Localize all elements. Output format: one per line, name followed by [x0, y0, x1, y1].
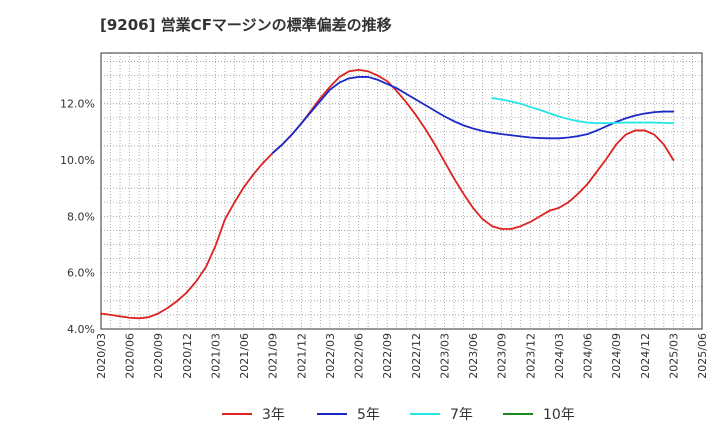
x-tick-label: 2022/06 [353, 333, 366, 379]
x-tick-label: 2024/09 [610, 333, 623, 379]
x-tick-label: 2023/12 [524, 333, 537, 379]
x-tick-label: 2020/06 [124, 333, 137, 379]
series-line-1 [100, 69, 675, 320]
x-tick-label: 2021/09 [267, 333, 280, 379]
series-line-2 [271, 76, 675, 154]
plot-frame [100, 52, 703, 330]
x-tick-label: 2023/06 [467, 333, 480, 379]
x-tick-label: 2024/12 [639, 333, 652, 379]
x-tick-label: 2021/12 [295, 333, 308, 379]
x-tick-label: 2021/06 [238, 333, 251, 379]
x-tick-labels: 2020/03 2020/06 2020/09 2020/12 2021/03 2021/… [95, 333, 709, 379]
series-layer [100, 69, 675, 320]
x-tick-label: 2025/06 [696, 333, 709, 379]
y-tick-label: 12.0% [60, 98, 95, 111]
x-tick-label: 2022/03 [324, 333, 337, 379]
y-tick-label: 4.0% [67, 323, 95, 336]
legend-label-2: 5年 [357, 407, 380, 423]
x-tick-label: 2020/09 [152, 333, 165, 379]
legend-label-1: 3年 [262, 407, 285, 423]
x-tick-label: 2020/12 [181, 333, 194, 379]
x-tick-label: 2024/03 [553, 333, 566, 379]
y-tick-label: 8.0% [67, 210, 95, 223]
x-tick-label: 2022/09 [381, 333, 394, 379]
legend: 3年 5年 7年 10年 [222, 407, 575, 423]
chart-title: [9206] 営業CFマージンの標準偏差の推移 [100, 16, 392, 34]
x-tick-label: 2025/03 [667, 333, 680, 379]
x-tick-label: 2022/12 [410, 333, 423, 379]
x-tick-label: 2020/03 [95, 333, 108, 379]
y-tick-label: 10.0% [60, 154, 95, 167]
x-tick-label: 2023/03 [438, 333, 451, 379]
series-line-3 [491, 97, 675, 125]
legend-label-3: 7年 [450, 407, 473, 423]
y-tick-labels: 4.0% 6.0% 8.0% 10.0% 12.0% [60, 98, 95, 336]
x-tick-label: 2023/09 [496, 333, 509, 379]
grid-layer [100, 53, 703, 330]
y-tick-label: 6.0% [67, 267, 95, 280]
legend-label-4: 10年 [543, 407, 575, 423]
x-tick-label: 2021/03 [209, 333, 222, 379]
x-tick-label: 2024/06 [582, 333, 595, 379]
